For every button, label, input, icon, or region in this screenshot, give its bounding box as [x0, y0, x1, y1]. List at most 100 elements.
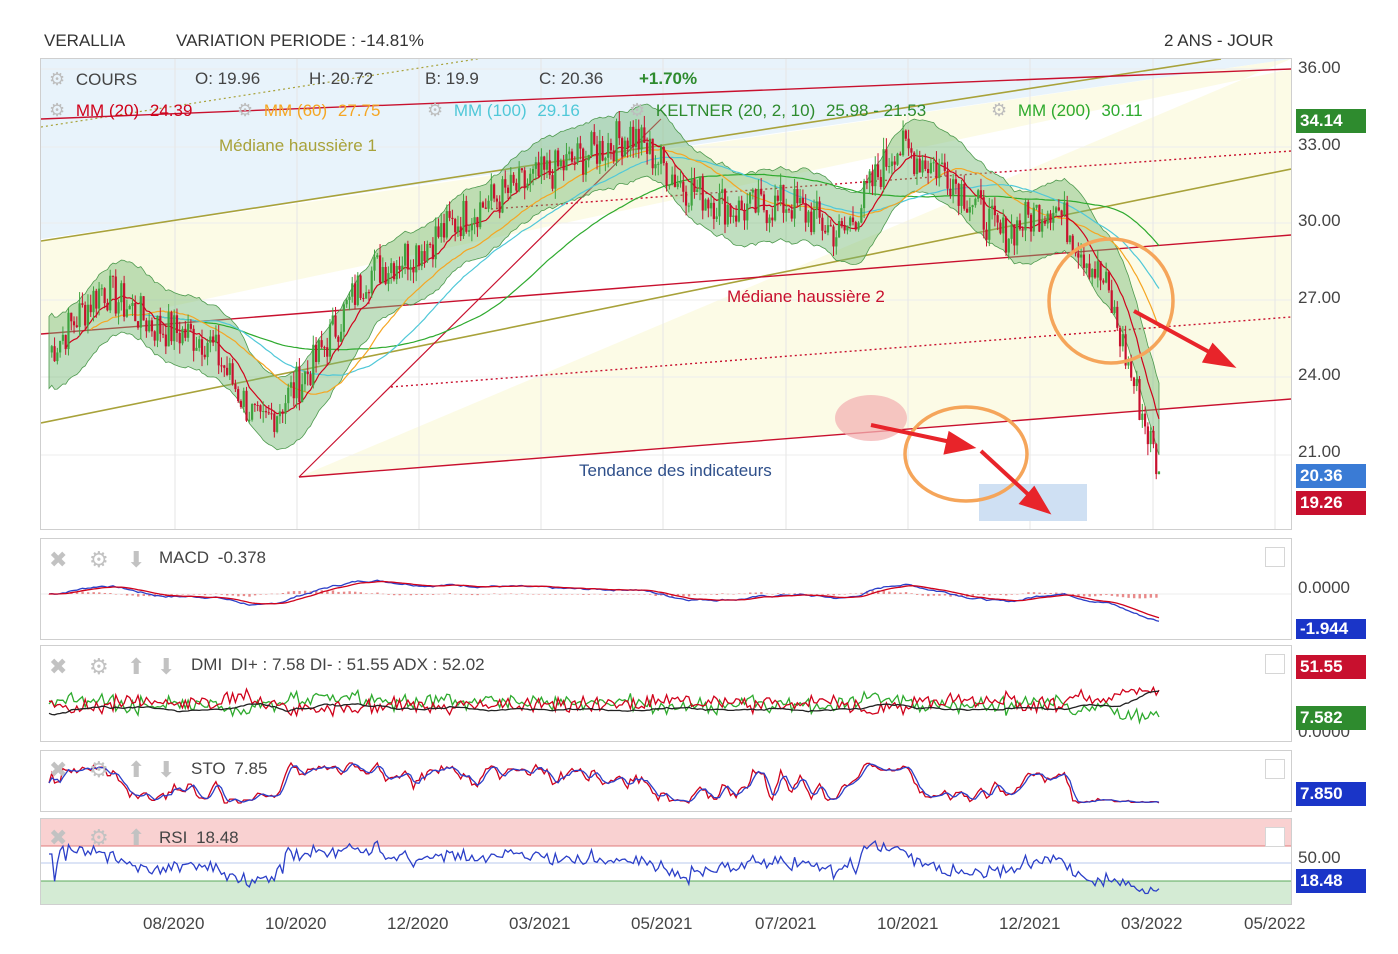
candle-body [359, 275, 362, 298]
candle-body [128, 305, 131, 310]
macd-histogram-bar [187, 594, 190, 595]
candle-body [1141, 413, 1144, 420]
panel-toggle-box[interactable] [1265, 654, 1285, 674]
macd-histogram-bar [493, 593, 496, 594]
candle-body [167, 312, 170, 347]
arrow-down-icon[interactable]: ⬇ [157, 757, 176, 782]
candle-body [843, 226, 846, 231]
arrow-down-icon[interactable]: ⬇ [157, 654, 176, 679]
candle-body [225, 367, 229, 375]
keltner-band [48, 103, 1160, 456]
macd-histogram-bar [732, 594, 735, 595]
candle-body [732, 215, 735, 217]
macd-histogram-bar [743, 593, 746, 595]
macd-histogram-bar [409, 594, 413, 596]
lower-channel-fill [41, 59, 1291, 477]
macd-histogram-bar [804, 594, 808, 595]
candle-body [395, 265, 398, 280]
macd-histogram-bar [587, 594, 591, 595]
candle-body [148, 320, 151, 332]
candle-body [612, 150, 615, 162]
candle-body [451, 217, 454, 220]
candle-body [136, 321, 140, 328]
candle-body [1110, 290, 1113, 313]
close-value: C: 20.36 [539, 69, 604, 88]
macd-histogram-bar [977, 594, 980, 595]
close-icon[interactable]: ✖ [49, 757, 68, 782]
candle-body [198, 339, 201, 348]
candle-body [239, 401, 243, 407]
macd-histogram-bar [904, 592, 908, 594]
cours-legend: ⚙ COURS [49, 69, 137, 90]
macd-histogram-bar [292, 591, 296, 594]
macd-histogram-bar [654, 594, 657, 596]
candle-body [851, 217, 855, 223]
arrow-down-icon[interactable]: ⬇ [127, 547, 146, 572]
candle-body [1024, 201, 1027, 231]
candle-body [1132, 377, 1136, 387]
sto-chart [48, 761, 1160, 804]
arrow-up-icon[interactable]: ⬆ [127, 757, 146, 782]
candle-body [648, 138, 652, 154]
candle-body [1052, 212, 1055, 223]
gear-icon[interactable]: ⚙ [89, 547, 109, 572]
macd-histogram-bar [248, 594, 251, 597]
close-icon[interactable]: ✖ [49, 654, 68, 679]
panel-toggle-box[interactable] [1265, 759, 1285, 779]
ytick-33: 33.00 [1298, 135, 1341, 154]
candle-body [901, 130, 905, 156]
candle-body [835, 237, 838, 247]
gear-icon[interactable]: ⚙ [49, 69, 66, 89]
candle-body [356, 275, 359, 305]
macd-histogram-bar [114, 594, 118, 595]
macd-histogram-bar [1088, 594, 1091, 597]
close-icon[interactable]: ✖ [49, 547, 68, 572]
dmi-minus-badge: 51.55 [1296, 655, 1366, 679]
gear-icon[interactable]: ⚙ [237, 100, 254, 120]
candle-body [504, 179, 507, 188]
candle-body [576, 143, 579, 163]
candle-body [1143, 413, 1147, 427]
candle-body [548, 160, 551, 176]
candle-body [1152, 430, 1155, 445]
macd-histogram-bar [532, 594, 535, 595]
channel1-median [41, 59, 481, 128]
candle-body [829, 225, 832, 227]
macd-histogram-bar [921, 594, 924, 596]
gear-icon[interactable]: ⚙ [89, 757, 109, 782]
candle-body [740, 200, 743, 211]
period-selector[interactable]: 2 ANS - JOUR [1164, 31, 1274, 50]
gear-icon[interactable]: ⚙ [991, 100, 1008, 120]
panel-toggle-box[interactable] [1265, 547, 1285, 567]
candle-body [1007, 238, 1010, 253]
macd-histogram-bar [81, 591, 84, 594]
gear-icon[interactable]: ⚙ [49, 100, 66, 120]
panel-toggle-box[interactable] [1265, 827, 1285, 847]
macd-histogram-bar [231, 594, 235, 596]
channel2-low [298, 398, 1291, 478]
arrow-up-icon[interactable]: ⬆ [127, 825, 146, 850]
sto-panel: ✖ ⚙ ⬆ ⬇ STO 7.85 [40, 750, 1292, 812]
candle-body [651, 138, 654, 169]
arrow-up-icon[interactable]: ⬆ [127, 654, 146, 679]
macd-histogram-bar [509, 593, 513, 595]
candle-body [679, 181, 682, 184]
gear-icon[interactable]: ⚙ [427, 100, 444, 120]
open-value: O: 19.96 [195, 69, 261, 88]
macd-histogram-bar [75, 592, 79, 594]
candle-body [904, 130, 907, 139]
gear-icon[interactable]: ⚙ [89, 654, 109, 679]
candle-body [100, 288, 103, 290]
macd-histogram-bar [426, 594, 429, 595]
close-icon[interactable]: ✖ [49, 825, 68, 850]
macd-histogram-bar [960, 594, 963, 597]
candle-body [907, 138, 910, 149]
gear-icon[interactable]: ⚙ [629, 100, 646, 120]
gear-icon[interactable]: ⚙ [89, 825, 109, 850]
candle-body [710, 202, 713, 209]
candle-body [114, 276, 117, 314]
candle-body [403, 243, 407, 266]
candle-body [949, 188, 952, 196]
candle-body [974, 198, 977, 206]
candle-body [189, 323, 192, 329]
